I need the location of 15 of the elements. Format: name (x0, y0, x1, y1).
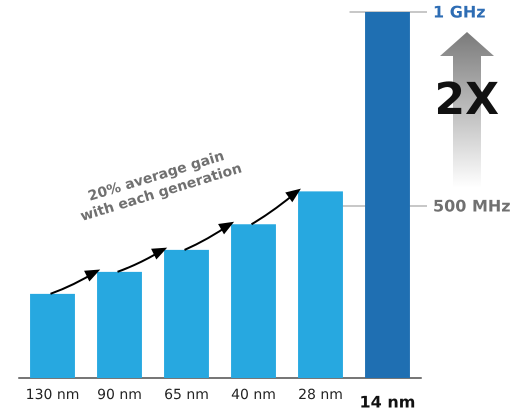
bar (164, 250, 209, 378)
x-tick-label: 90 nm (97, 387, 142, 403)
ref-line-label: 1 GHz (433, 2, 486, 22)
bar (365, 12, 410, 378)
x-tick-label: 28 nm (298, 387, 343, 403)
x-tick-label: 14 nm (360, 392, 416, 410)
bar (231, 224, 276, 378)
x-tick-label: 130 nm (26, 387, 80, 403)
ref-line-label: 500 MHz (433, 196, 511, 216)
text: 2X (434, 74, 500, 126)
x-tick-label: 40 nm (231, 387, 276, 403)
x-tick-label: 65 nm (164, 387, 209, 403)
bar (298, 191, 343, 378)
bar (30, 294, 75, 378)
bar (97, 272, 142, 378)
